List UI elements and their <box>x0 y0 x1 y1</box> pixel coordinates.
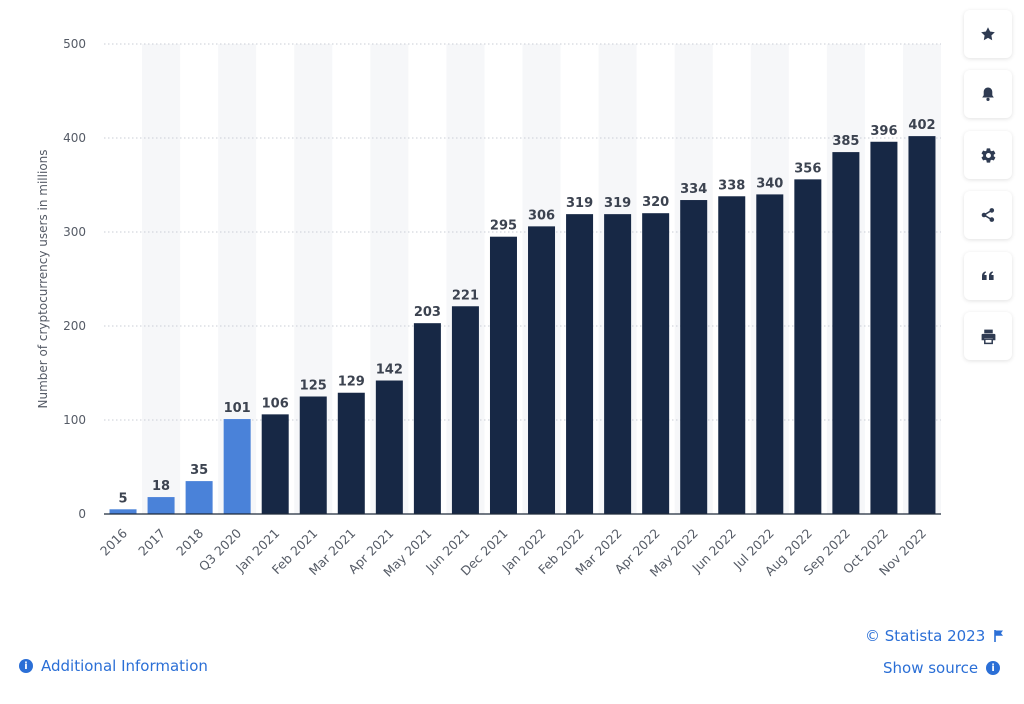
gear-icon <box>981 147 995 163</box>
bar[interactable] <box>642 213 670 514</box>
info-icon: i <box>19 659 33 673</box>
bar[interactable] <box>109 509 137 514</box>
favorite-button[interactable] <box>964 10 1012 58</box>
bar[interactable] <box>718 196 746 514</box>
additional-information-text: Additional Information <box>41 657 208 675</box>
data-label: 129 <box>338 375 365 390</box>
show-source-link[interactable]: Show source i <box>883 659 1001 677</box>
data-label: 35 <box>190 463 208 478</box>
data-label: 319 <box>604 196 631 211</box>
x-tick-label: 2017 <box>135 526 168 559</box>
column-band <box>142 44 181 514</box>
additional-information-link[interactable]: i Additional Information <box>19 657 208 675</box>
printer-icon <box>981 329 995 344</box>
quote-icon <box>982 271 994 280</box>
info-icon: i <box>986 661 1001 675</box>
notification-button[interactable] <box>964 70 1012 118</box>
bar[interactable] <box>375 380 403 514</box>
data-labels: 5 18 35 101 106 125 129 142 203 221 295 306 319 319 32… <box>118 118 935 506</box>
data-label: 306 <box>528 208 555 223</box>
data-label: 106 <box>262 396 289 411</box>
bar[interactable] <box>413 323 441 514</box>
bar[interactable] <box>261 414 289 514</box>
data-label: 142 <box>376 363 403 378</box>
bar[interactable] <box>794 179 822 515</box>
cite-button[interactable] <box>964 252 1012 300</box>
settings-button[interactable] <box>964 131 1012 179</box>
print-button[interactable] <box>964 312 1012 360</box>
y-axis-ticks: 0 100 200 300 400 500 <box>63 37 86 521</box>
bar[interactable] <box>756 194 784 514</box>
y-tick-label: 500 <box>63 37 86 51</box>
y-tick-label: 100 <box>63 413 86 427</box>
copyright-link[interactable]: © Statista 2023 <box>865 627 1005 645</box>
bell-icon <box>982 87 994 101</box>
data-label: 334 <box>680 182 707 197</box>
y-tick-label: 400 <box>63 131 86 145</box>
data-label: 320 <box>642 195 669 210</box>
bar[interactable] <box>451 306 479 514</box>
bar[interactable] <box>604 214 632 514</box>
x-tick-label: 2018 <box>173 525 206 558</box>
y-tick-label: 300 <box>63 225 86 239</box>
data-label: 295 <box>490 219 517 234</box>
data-label: 319 <box>566 196 593 211</box>
bar[interactable] <box>566 214 594 514</box>
data-label: 402 <box>908 118 935 133</box>
share-button[interactable] <box>964 191 1012 239</box>
bar[interactable] <box>185 481 213 514</box>
data-label: 203 <box>414 305 441 320</box>
share-icon <box>981 208 995 222</box>
bar[interactable] <box>489 236 517 514</box>
bar[interactable] <box>223 419 251 514</box>
data-label: 356 <box>794 161 821 176</box>
data-label: 5 <box>118 491 127 506</box>
flag-icon <box>994 630 1004 642</box>
data-label: 338 <box>718 178 745 193</box>
data-label: 221 <box>452 288 479 303</box>
bar[interactable] <box>528 226 556 515</box>
bar[interactable] <box>832 152 860 514</box>
bar[interactable] <box>299 396 327 515</box>
data-label: 396 <box>870 124 897 139</box>
copyright-text: © Statista 2023 <box>865 627 986 645</box>
bar[interactable] <box>337 392 365 514</box>
bars <box>109 136 936 515</box>
data-label: 385 <box>832 134 859 149</box>
y-tick-label: 0 <box>78 507 86 521</box>
y-axis-label: Number of cryptocurrency users in millio… <box>36 149 50 408</box>
data-label: 101 <box>224 401 251 416</box>
x-tick-label: 2016 <box>97 525 130 558</box>
bar[interactable] <box>147 497 175 514</box>
show-source-text: Show source <box>883 659 979 677</box>
bar-chart: 0 100 200 300 400 500 5 18 35 101 106 125 129 142 203… <box>36 37 941 580</box>
y-tick-label: 200 <box>63 319 86 333</box>
bar[interactable] <box>908 136 936 514</box>
data-label: 125 <box>300 379 327 394</box>
bar[interactable] <box>870 141 898 514</box>
star-icon <box>981 27 995 41</box>
bar[interactable] <box>680 200 708 515</box>
data-label: 18 <box>152 479 170 494</box>
data-label: 340 <box>756 176 783 191</box>
